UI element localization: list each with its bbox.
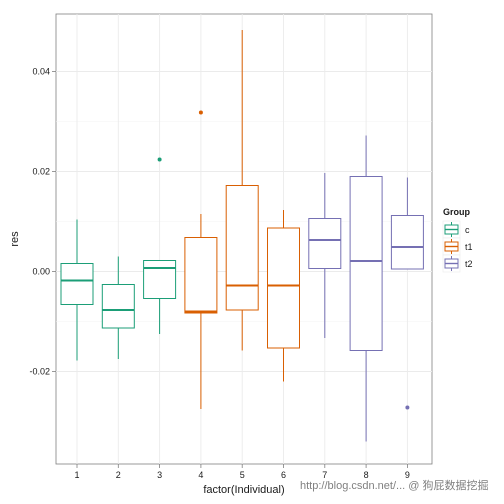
legend-label-c: c [465, 225, 470, 235]
y-tick-label-3: 0.04 [32, 67, 50, 77]
box-1 [60, 219, 94, 361]
x-tick-label-9: 9 [405, 470, 410, 480]
box-body-6 [267, 227, 300, 349]
legend-item-c: c [442, 220, 470, 239]
box-body-9 [390, 215, 424, 270]
box-body-1 [60, 263, 94, 305]
box-2 [101, 256, 135, 359]
x-tick-label-1: 1 [74, 470, 79, 480]
box-body-5 [225, 185, 259, 311]
x-tick-label-4: 4 [198, 470, 203, 480]
box-6 [267, 210, 300, 382]
box-body-7 [308, 218, 342, 269]
box-3 [143, 157, 177, 334]
box-9 [390, 177, 424, 410]
outlier-4-0 [198, 110, 203, 115]
legend-label-t2: t2 [465, 259, 473, 269]
axes: -0.02 0.00 0.02 0.04 1 2 3 4 5 6 7 8 9 [29, 67, 409, 481]
legend-label-t1: t1 [465, 242, 473, 252]
y-axis-title: res [9, 231, 21, 247]
y-tick-label-2: 0.02 [32, 167, 50, 177]
box-body-3 [143, 260, 177, 299]
box-body-2 [101, 284, 135, 329]
outlier-9-0 [405, 405, 410, 410]
box-4 [184, 110, 218, 409]
x-tick-label-7: 7 [322, 470, 327, 480]
x-tick-label-2: 2 [116, 470, 121, 480]
x-tick-label-6: 6 [281, 470, 286, 480]
x-tick-label-8: 8 [364, 470, 369, 480]
legend-title: Group [443, 207, 470, 217]
y-tick-label-1: 0.00 [32, 267, 50, 277]
x-tick-label-5: 5 [240, 470, 245, 480]
legend: Group c t1 t2 [442, 207, 473, 273]
box-7 [308, 173, 342, 338]
boxes [60, 30, 424, 442]
box-body-8 [349, 176, 383, 351]
y-tick-label-0: -0.02 [29, 367, 50, 377]
box-body-4 [184, 237, 218, 314]
x-tick-label-3: 3 [157, 470, 162, 480]
box-5 [225, 30, 259, 351]
legend-item-t1: t1 [442, 237, 473, 256]
outlier-3-0 [157, 157, 162, 162]
box-8 [349, 135, 383, 442]
x-axis-title: factor(Individual) [203, 484, 284, 496]
legend-item-t2: t2 [442, 254, 473, 273]
watermark: http://blog.csdn.net/... @ 狗屁数据挖掘 [300, 478, 488, 492]
